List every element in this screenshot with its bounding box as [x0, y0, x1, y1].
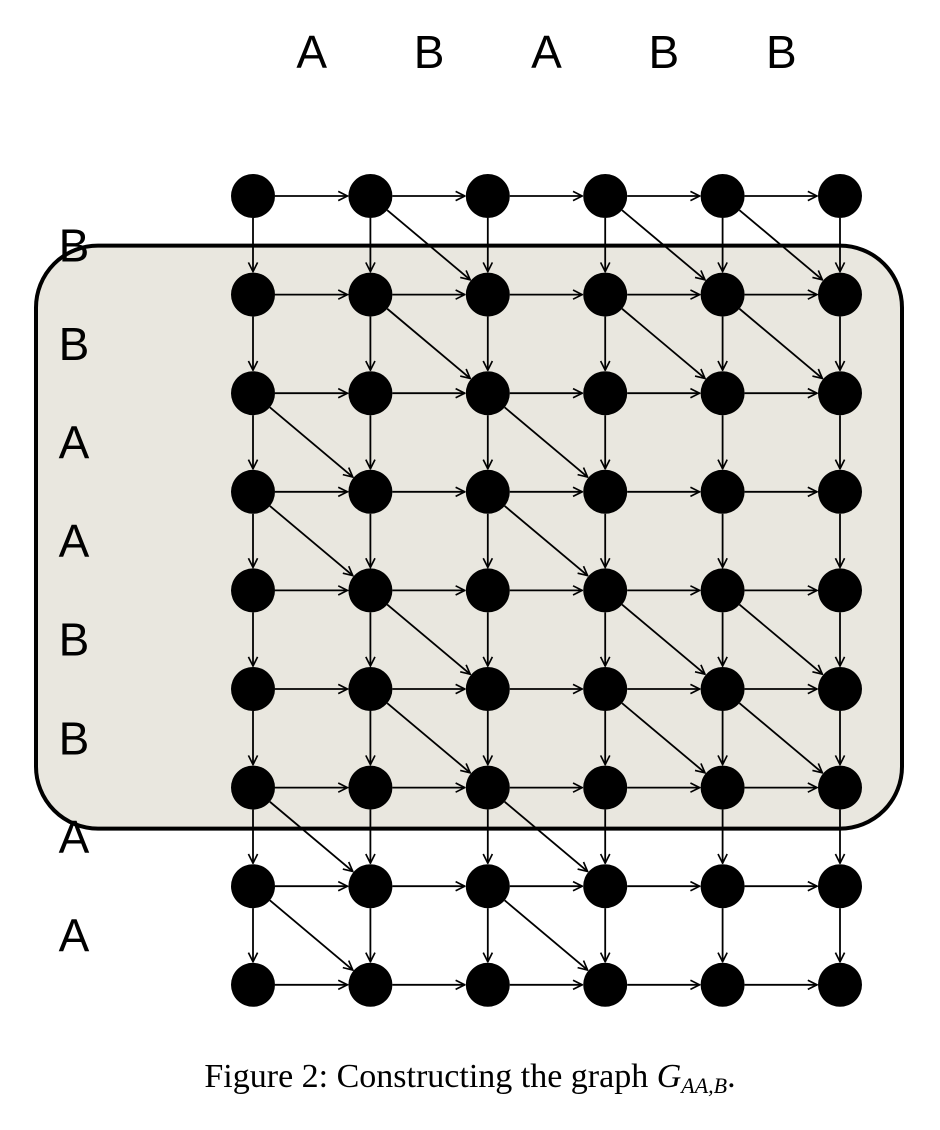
graph-node [583, 864, 628, 909]
diagonal-match-edge [504, 505, 588, 576]
top-sequence-letter: B [414, 26, 445, 78]
diagonal-match-edge [504, 406, 588, 477]
caption-graph-subscript: AA,B [681, 1073, 728, 1098]
caption-graph-symbol: G [656, 1058, 682, 1095]
graph-node [583, 272, 628, 317]
left-sequence-letter: B [59, 614, 90, 666]
left-sequence-letter: B [59, 712, 90, 764]
top-sequence-letter: B [766, 26, 797, 78]
graph-node [465, 469, 510, 514]
graph-node [231, 667, 275, 711]
graph-node [700, 174, 745, 218]
diagonal-match-edge [621, 702, 705, 773]
graph-node [583, 469, 628, 514]
graph-node [818, 864, 862, 909]
graph-node [818, 962, 862, 1007]
left-sequence-letter: B [59, 318, 90, 370]
diagonal-match-edge [269, 505, 353, 576]
graph-node [818, 568, 862, 613]
diagonal-match-edge [504, 899, 588, 970]
graph-node [348, 371, 393, 416]
graph-node [818, 765, 862, 810]
graph-node [700, 765, 745, 810]
graph-node [231, 469, 275, 514]
diagonal-match-edge [621, 308, 705, 379]
graph-node [465, 174, 510, 218]
graph-node [700, 962, 745, 1007]
graph-node [818, 272, 862, 317]
graph-node [465, 667, 510, 711]
graph-node [583, 371, 628, 416]
graph-node [231, 568, 275, 613]
graph-node [700, 371, 745, 416]
top-sequence-letter: A [531, 26, 562, 78]
graph-node [231, 765, 275, 810]
graph-node [465, 568, 510, 613]
graph-node [348, 864, 393, 909]
diagonal-match-edge [504, 801, 588, 872]
left-sequence-letter: A [59, 417, 90, 469]
diagonal-match-edge [269, 406, 353, 477]
graph-node [348, 174, 393, 218]
left-sequence-letter: A [59, 515, 90, 567]
diagonal-match-edge [738, 308, 822, 379]
diagonal-match-edge [386, 702, 470, 773]
graph-node [231, 174, 275, 218]
highlight-region [34, 243, 904, 831]
diagonal-match-edge [386, 603, 470, 675]
graph-node [700, 568, 745, 613]
diagonal-match-edge [621, 603, 705, 675]
diagonal-match-edge [386, 209, 470, 280]
diagonal-match-edge [738, 209, 822, 280]
graph-node [583, 174, 628, 218]
graph-node [583, 667, 628, 711]
graph-node [818, 371, 862, 416]
graph-node [583, 568, 628, 613]
diagonal-match-edge [621, 209, 705, 280]
graph-node [231, 371, 275, 416]
graph-node [348, 962, 393, 1007]
graph-node [231, 962, 275, 1007]
graph-node [818, 174, 862, 218]
graph-node [818, 667, 862, 711]
graph-node [583, 962, 628, 1007]
graph-node [348, 469, 393, 514]
graph-node [465, 272, 510, 317]
caption-suffix: . [727, 1058, 736, 1095]
top-sequence-letter: B [649, 26, 680, 78]
graph-node [700, 667, 745, 711]
graph-node [465, 765, 510, 810]
graph-node [818, 469, 862, 514]
figure-caption: Figure 2: Constructing the graph GAA,B. [0, 1058, 940, 1099]
graph-node [700, 864, 745, 909]
graph-node [465, 371, 510, 416]
graph-node [348, 272, 393, 317]
graph-node [348, 568, 393, 613]
graph-node [231, 864, 275, 909]
left-sequence-letter: A [59, 811, 90, 863]
diagonal-match-edge [269, 801, 353, 872]
graph-node [465, 962, 510, 1007]
graph-node [348, 667, 393, 711]
left-sequence-letter: A [59, 910, 90, 962]
graph-node [231, 272, 275, 317]
left-sequence-letter: B [59, 219, 90, 271]
graph-node [583, 765, 628, 810]
graph-node [700, 469, 745, 514]
graph-node [348, 765, 393, 810]
graph-node [465, 864, 510, 909]
diagonal-match-edge [386, 308, 470, 379]
top-sequence-letter: A [296, 26, 327, 78]
diagonal-match-edge [738, 603, 822, 675]
graph-node [700, 272, 745, 317]
diagonal-match-edge [269, 899, 353, 970]
caption-prefix: Figure 2: Constructing the graph [204, 1058, 657, 1095]
diagonal-match-edge [738, 702, 822, 773]
